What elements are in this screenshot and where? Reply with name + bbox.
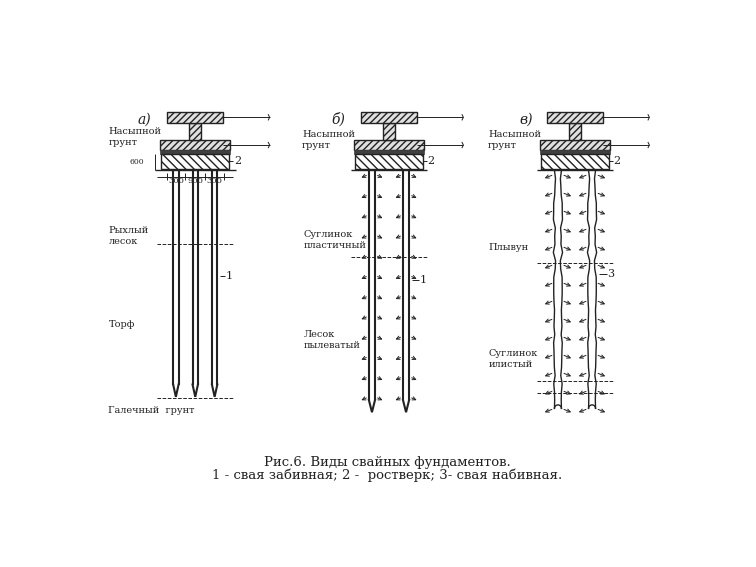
Bar [361,112,417,122]
Text: Суглинок
пластичный: Суглинок пластичный [304,230,367,250]
Bar [540,150,610,154]
Text: Галечный  грунт: Галечный грунт [108,406,195,415]
Bar [160,150,230,154]
Text: Насыпной
грунт: Насыпной грунт [108,126,162,147]
Text: Рыхлый
лесок: Рыхлый лесок [108,226,149,246]
Text: Насыпной
грунт: Насыпной грунт [302,130,355,150]
Bar [541,154,609,169]
Bar [383,122,395,139]
Text: 1 - свая забивная; 2 -  ростверк; 3- свая набивная.: 1 - свая забивная; 2 - ростверк; 3- свая… [212,468,562,482]
Text: Рис.6. Виды свайных фундаментов.: Рис.6. Виды свайных фундаментов. [264,456,511,469]
Bar [354,139,424,150]
Text: Суглинок
илистый: Суглинок илистый [488,349,538,369]
Bar [547,112,603,122]
Bar [569,122,581,139]
Bar [167,112,223,122]
Text: 900: 900 [187,177,203,185]
Text: а): а) [137,113,150,126]
Text: Насыпной
грунт: Насыпной грунт [488,130,541,150]
Text: Плывун: Плывун [488,243,528,252]
Text: Торф: Торф [108,320,135,329]
Text: 2: 2 [614,156,621,166]
Text: 300: 300 [206,177,222,185]
Bar [160,139,230,150]
Bar [540,139,610,150]
Text: б): б) [331,112,345,127]
Text: 1: 1 [420,275,427,285]
Bar [161,154,229,169]
Text: 3: 3 [608,269,615,279]
Bar [354,150,424,154]
Text: 1: 1 [225,271,233,281]
Text: 600: 600 [129,158,144,166]
Bar [189,122,201,139]
Text: Лесок
пылеватый: Лесок пылеватый [304,330,361,350]
Text: 300: 300 [168,177,184,185]
Bar [355,154,423,169]
Text: 2: 2 [428,156,435,166]
Text: в): в) [519,113,533,126]
Text: 2: 2 [234,156,241,166]
